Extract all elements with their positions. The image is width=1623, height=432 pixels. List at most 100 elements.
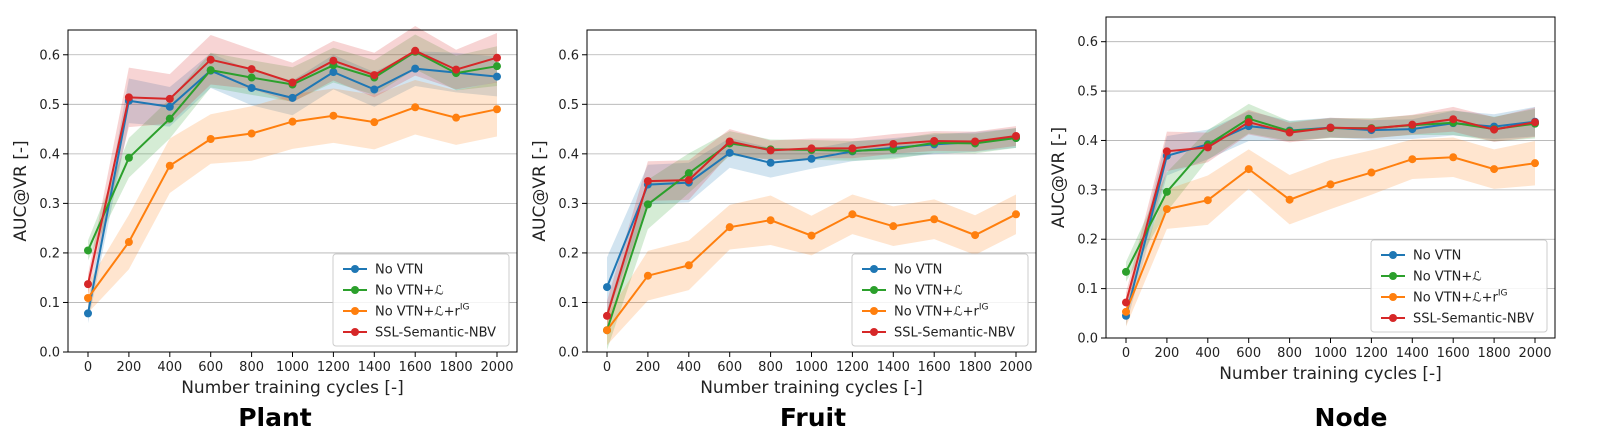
confidence-band-2	[607, 194, 1016, 346]
data-point	[206, 134, 215, 143]
panel-title-plant: Plant	[238, 403, 312, 432]
legend-label: No VTN	[1413, 249, 1461, 264]
x-tick-label: 600	[198, 360, 223, 375]
data-point	[247, 73, 256, 82]
fruit-chart-panel: 0.0 0.1 0.2 0.3 0.4 0.5 0.6 0 200 400 600 800 1000 12…	[530, 29, 1037, 398]
legend-swatch-marker	[1389, 293, 1397, 301]
plot-frame	[67, 29, 518, 353]
node-chart-panel: 0.0 0.1 0.2 0.3 0.4 0.5 0.6 0 200 400 600 800 1000 12…	[1049, 16, 1556, 384]
data-point	[165, 102, 174, 111]
legend-superscript: IG	[1498, 289, 1508, 299]
data-point	[1285, 128, 1294, 137]
legend: No VTN No VTN+ℒ No VTN+ℒ+rIG SSL-Semantic-N…	[851, 253, 1029, 347]
data-point	[807, 231, 816, 240]
x-tick-label: 1400	[358, 360, 391, 375]
legend-swatch-marker	[351, 265, 359, 273]
data-point	[848, 144, 857, 153]
y-tick-label: 0.2	[558, 246, 579, 261]
data-point	[766, 146, 775, 155]
data-point	[766, 158, 775, 167]
data-point	[1490, 165, 1499, 174]
data-point	[766, 216, 775, 225]
legend-swatch-marker	[870, 328, 878, 336]
y-tick-label: 0.2	[1077, 233, 1098, 248]
legend-label: SSL-Semantic-NBV	[1413, 312, 1534, 327]
data-point	[725, 223, 734, 232]
data-point	[165, 94, 174, 103]
y-tick-label: 0.5	[39, 98, 60, 113]
legend-swatch-marker	[870, 265, 878, 273]
legend-swatch-marker	[870, 286, 878, 294]
legend-box	[332, 253, 510, 347]
x-tick-label: 0	[84, 360, 92, 375]
data-point	[603, 311, 611, 320]
x-tick-label: 0	[603, 360, 611, 375]
data-point	[684, 261, 693, 270]
x-tick-label: 1600	[918, 360, 951, 375]
data-point	[411, 64, 420, 73]
data-point	[411, 46, 420, 55]
x-tick-label: 800	[758, 360, 783, 375]
legend: No VTN No VTN+ℒ No VTN+ℒ+rIG SSL-Semantic-N…	[332, 253, 510, 347]
data-point	[807, 144, 816, 153]
plant-chart-panel: 0.0 0.1 0.2 0.3 0.4 0.5 0.6 0 200 400 600 800 1000 12…	[11, 26, 518, 398]
legend-swatch-marker	[351, 328, 359, 336]
x-tick-label: 400	[1195, 346, 1220, 361]
data-point	[84, 309, 92, 318]
x-tick-label: 1000	[795, 360, 828, 375]
data-point	[1531, 118, 1539, 127]
data-point	[206, 66, 215, 75]
data-point	[1012, 210, 1020, 219]
legend-box	[1370, 239, 1548, 333]
y-axis-label: AUC@VR [-]	[1049, 127, 1069, 228]
y-tick-label: 0.2	[39, 246, 60, 261]
y-tick-label: 0.6	[558, 48, 579, 63]
data-point	[889, 139, 898, 148]
data-point	[603, 326, 611, 335]
data-point	[684, 169, 693, 178]
legend-label: SSL-Semantic-NBV	[894, 326, 1015, 341]
data-point	[288, 78, 297, 87]
data-point	[971, 231, 980, 240]
plot-frame	[586, 29, 1037, 353]
data-point	[1326, 180, 1335, 189]
x-tick-label: 600	[1236, 346, 1261, 361]
data-point	[930, 215, 939, 224]
x-tick-label: 0	[1122, 346, 1130, 361]
data-point	[1122, 298, 1130, 307]
data-point	[247, 129, 256, 138]
legend-label: No VTN	[894, 263, 942, 278]
data-point	[848, 210, 857, 219]
legend-superscript: IG	[460, 303, 470, 313]
legend-label: No VTN+ℒ	[375, 284, 444, 299]
data-point	[206, 55, 215, 64]
legend-label: No VTN+ℒ+rIG	[894, 303, 989, 320]
data-point	[329, 56, 338, 65]
data-point	[288, 117, 297, 126]
data-point	[889, 222, 898, 231]
legend-swatch-marker	[351, 286, 359, 294]
data-point	[643, 177, 652, 186]
y-tick-label: 0.3	[1077, 183, 1098, 198]
data-point	[807, 154, 816, 163]
x-tick-label: 1200	[1355, 346, 1388, 361]
confidence-band-1	[607, 128, 1016, 350]
data-point	[1122, 307, 1130, 316]
y-tick-label: 0.6	[39, 48, 60, 63]
data-point	[643, 200, 652, 209]
data-point	[603, 283, 611, 292]
data-point	[725, 148, 734, 157]
y-tick-label: 0.1	[558, 296, 579, 311]
x-tick-label: 200	[1154, 346, 1179, 361]
x-tick-label: 800	[239, 360, 264, 375]
data-point	[1012, 132, 1020, 141]
data-point	[1203, 196, 1212, 205]
x-tick-label: 400	[676, 360, 701, 375]
x-tick-label: 600	[717, 360, 742, 375]
y-tick-label: 0.4	[1077, 134, 1098, 149]
x-tick-label: 2000	[480, 360, 513, 375]
legend-box	[851, 253, 1029, 347]
x-axis-label: Number training cycles [-]	[1219, 364, 1442, 384]
data-point	[452, 113, 461, 122]
y-tick-label: 0.4	[558, 147, 579, 162]
